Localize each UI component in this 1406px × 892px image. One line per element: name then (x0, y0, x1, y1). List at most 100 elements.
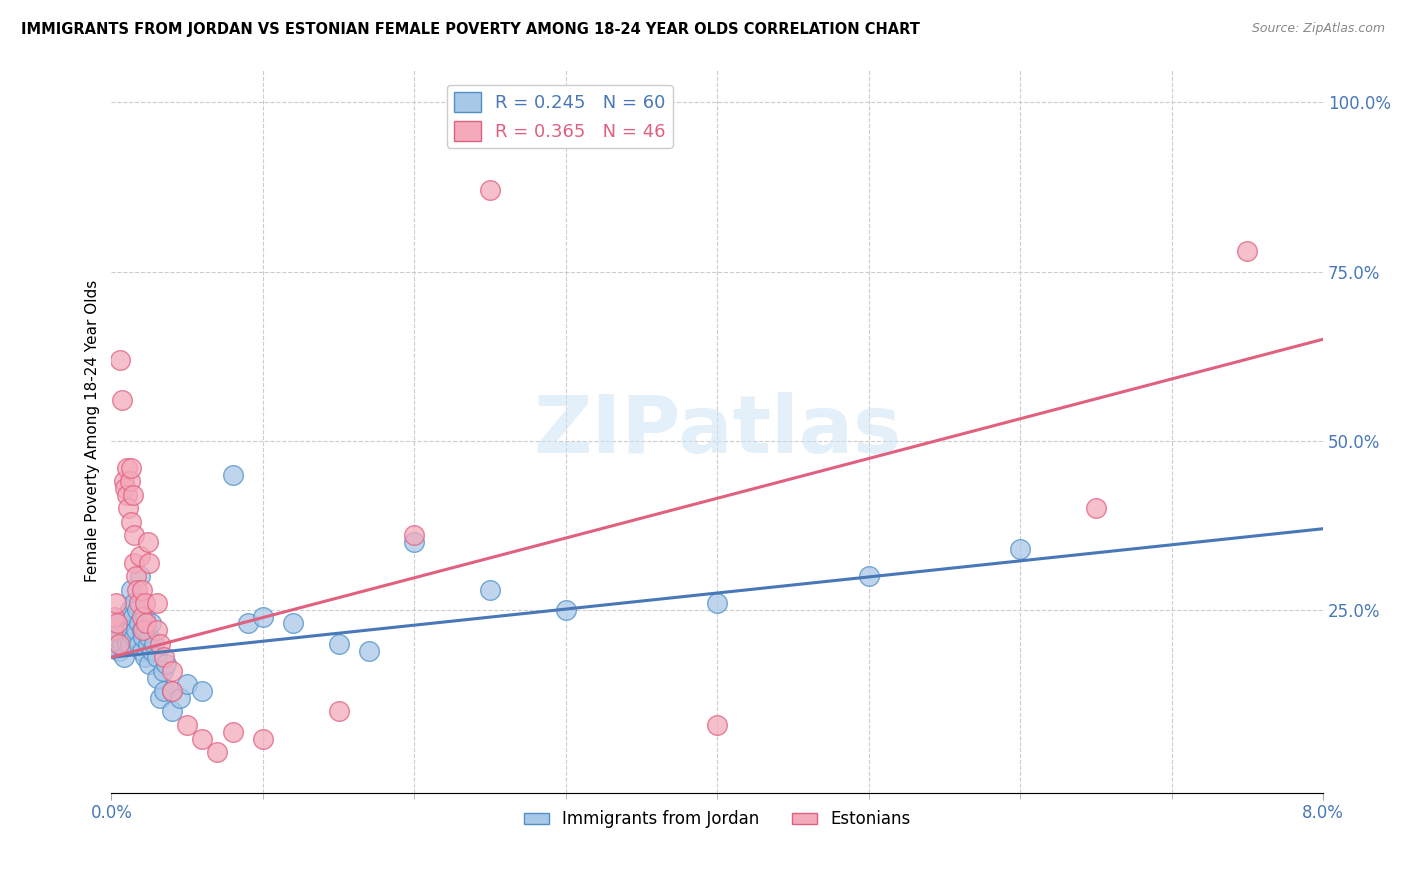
Point (404, 535, 426, 549)
Point (122, 596, 145, 610)
Point (141, 643, 163, 657)
Point (404, 528, 426, 542)
Point (153, 650, 176, 665)
Point (706, 718, 728, 732)
Point (118, 637, 141, 651)
Point (176, 718, 198, 732)
Point (160, 664, 183, 678)
Point (103, 609, 125, 624)
Point (131, 643, 153, 657)
Point (103, 637, 125, 651)
Point (160, 705, 183, 719)
Point (283, 616, 305, 631)
Point (1084, 501, 1107, 516)
Point (128, 596, 150, 610)
Point (107, 630, 129, 644)
Point (221, 467, 243, 482)
Point (160, 684, 183, 698)
Point (122, 630, 145, 644)
Point (169, 690, 191, 705)
Point (149, 690, 172, 705)
Point (176, 677, 198, 691)
Point (114, 481, 136, 495)
Point (112, 650, 135, 665)
Point (127, 582, 149, 597)
Point (110, 624, 132, 638)
Point (858, 569, 880, 583)
Point (129, 549, 152, 563)
Point (146, 671, 169, 685)
Point (131, 582, 153, 597)
Point (112, 475, 135, 489)
Point (108, 643, 131, 657)
Point (328, 637, 350, 651)
Point (135, 624, 157, 638)
Point (128, 616, 150, 631)
Text: Source: ZipAtlas.com: Source: ZipAtlas.com (1251, 22, 1385, 36)
Point (138, 556, 160, 570)
Point (111, 393, 134, 408)
Point (136, 535, 159, 549)
Point (117, 624, 139, 638)
Point (104, 624, 127, 638)
Point (207, 745, 229, 759)
Point (139, 616, 162, 631)
Point (146, 624, 169, 638)
Point (104, 596, 127, 610)
Point (122, 556, 145, 570)
Point (108, 637, 131, 651)
Point (101, 624, 124, 638)
Point (138, 657, 160, 671)
Point (110, 352, 132, 367)
Point (1010, 541, 1032, 556)
Point (127, 603, 149, 617)
Point (479, 582, 502, 597)
Point (236, 616, 259, 631)
Point (120, 582, 142, 597)
Point (115, 637, 138, 651)
Y-axis label: Female Poverty Among 18-24 Year Olds: Female Poverty Among 18-24 Year Olds (86, 279, 100, 582)
Point (136, 637, 159, 651)
Point (152, 664, 174, 678)
Point (118, 475, 141, 489)
Point (146, 596, 169, 610)
Point (252, 609, 274, 624)
Point (114, 630, 136, 644)
Point (132, 624, 155, 638)
Point (134, 596, 156, 610)
Point (142, 637, 165, 651)
Point (120, 515, 142, 529)
Point (160, 684, 183, 698)
Point (115, 488, 138, 502)
Legend: Immigrants from Jordan, Estonians: Immigrants from Jordan, Estonians (517, 804, 918, 835)
Point (328, 705, 350, 719)
Point (138, 630, 160, 644)
Point (221, 724, 243, 739)
Point (554, 603, 576, 617)
Text: ZIPatlas: ZIPatlas (533, 392, 901, 469)
Point (134, 609, 156, 624)
Point (134, 650, 156, 665)
Text: IMMIGRANTS FROM JORDAN VS ESTONIAN FEMALE POVERTY AMONG 18-24 YEAR OLDS CORRELAT: IMMIGRANTS FROM JORDAN VS ESTONIAN FEMAL… (21, 22, 920, 37)
Point (135, 616, 157, 631)
Point (1236, 244, 1258, 259)
Point (112, 609, 135, 624)
Point (118, 603, 141, 617)
Point (121, 609, 143, 624)
Point (191, 731, 214, 746)
Point (252, 731, 274, 746)
Point (129, 569, 152, 583)
Point (128, 637, 150, 651)
Point (124, 569, 146, 583)
Point (120, 624, 142, 638)
Point (479, 183, 502, 197)
Point (115, 460, 138, 475)
Point (131, 609, 153, 624)
Point (107, 616, 129, 631)
Point (153, 684, 176, 698)
Point (120, 460, 142, 475)
Point (149, 637, 172, 651)
Point (146, 650, 169, 665)
Point (706, 596, 728, 610)
Point (191, 684, 214, 698)
